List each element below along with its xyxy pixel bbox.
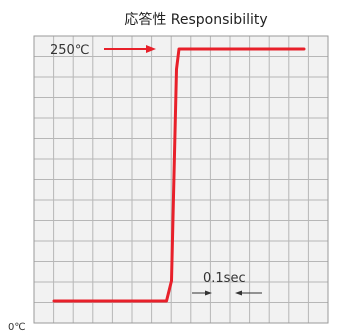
series-layer	[52, 47, 306, 303]
label-250c: 250℃	[50, 43, 89, 58]
series-line	[52, 47, 306, 303]
label-0c: 0℃	[8, 322, 26, 332]
plot-frame	[33, 35, 329, 324]
label-0-1sec: 0.1sec	[203, 271, 246, 286]
arrow-to-250	[104, 45, 156, 53]
interval-arrows	[192, 290, 262, 296]
chart-title: 応答性 Responsibility	[124, 11, 267, 28]
plot-area	[33, 35, 329, 324]
grid-lines	[34, 36, 328, 323]
